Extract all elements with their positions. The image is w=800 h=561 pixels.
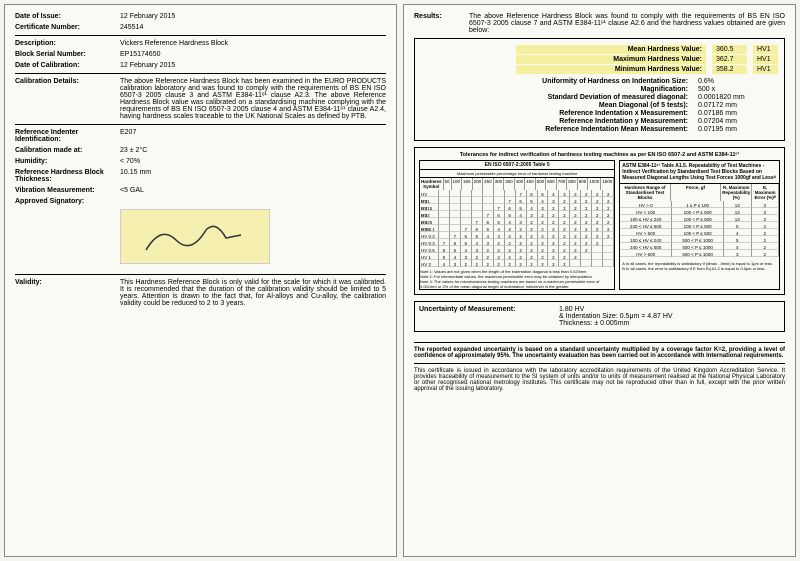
footer: The reported expanded uncertainty is bas…	[414, 342, 785, 392]
tolerance-title: Tolerances for indirect verification of …	[419, 152, 780, 158]
stddev-label: Standard Deviation of measured diagonal:	[421, 94, 698, 101]
right-page: Results:The above Reference Hardness Blo…	[403, 4, 796, 557]
refmean-value: 0.07195 mm	[698, 126, 778, 133]
calib-at-label: Calibration made at:	[15, 147, 120, 154]
vibration-label: Vibration Measurement:	[15, 187, 120, 194]
left-page: Date of Issue:12 February 2015 Certifica…	[4, 4, 397, 557]
t1-note3: Note 3: The values for microhardness tes…	[420, 279, 614, 289]
humidity-value: < 70%	[120, 158, 386, 165]
date-calib-label: Date of Calibration:	[15, 62, 120, 69]
humidity-label: Humidity:	[15, 158, 120, 165]
magnification-label: Magnification:	[421, 86, 698, 93]
description-label: Description:	[15, 40, 120, 47]
unc-values: 1.80 HV & Indentation Size: 0.5μm = 4.87…	[559, 306, 673, 327]
vibration-value: <5 GAL	[120, 187, 386, 194]
cert-number-value: 245514	[120, 24, 386, 31]
serial-label: Block Serial Number:	[15, 51, 120, 58]
tolerance-box: Tolerances for indirect verification of …	[414, 147, 785, 295]
calib-at-value: 23 ± 2°C	[120, 147, 386, 154]
max-hv-unit: HV1	[753, 55, 778, 64]
t2-footB: B In all cases, the error is satisfactor…	[622, 266, 777, 271]
max-hv-value: 362.7	[712, 55, 747, 64]
refx-value: 0.07186 mm	[698, 110, 778, 117]
uncertainty-box: Uncertainty of Measurement: 1.80 HV & In…	[414, 301, 785, 332]
min-hv-unit: HV1	[753, 65, 778, 74]
table-en-iso: EN ISO 6507-2:2005 Table 5 Maximum permi…	[419, 160, 615, 290]
refy-label: Reference Indentation y Measurement:	[421, 118, 698, 125]
meandiag-label: Mean Diagonal (of 5 tests):	[421, 102, 698, 109]
unc-v1: 1.80 HV	[559, 306, 673, 313]
date-issue-value: 12 February 2015	[120, 13, 386, 20]
calib-details-label: Calibration Details:	[15, 78, 120, 120]
min-hv-label: Minimum Hardness Value:	[516, 65, 706, 74]
description-value: Vickers Reference Hardness Block	[120, 40, 386, 47]
indenter-label: Reference Indenter Identification:	[15, 129, 120, 143]
date-issue-label: Date of Issue:	[15, 13, 120, 20]
signature-box	[120, 209, 270, 264]
unc-label: Uncertainty of Measurement:	[419, 306, 559, 327]
uniformity-value: 0.6%	[698, 78, 778, 85]
mean-hv-label: Mean Hardness Value:	[516, 45, 706, 54]
serial-value: EP15174650	[120, 51, 386, 58]
t1-grid: Hardness Symbol5010015020025030035040045…	[420, 178, 614, 267]
mean-hv-value: 360.5	[712, 45, 747, 54]
date-calib-value: 12 February 2015	[120, 62, 386, 69]
stddev-value: 0.0001820 mm	[698, 94, 778, 101]
t1-title: EN ISO 6507-2:2005 Table 5	[420, 161, 614, 170]
calib-details-value: The above Reference Hardness Block has b…	[120, 78, 386, 120]
footer-p2: This certificate is issued in accordance…	[414, 368, 785, 392]
signature-icon	[121, 210, 271, 265]
mean-hv-unit: HV1	[753, 45, 778, 54]
t1-sub: Maximum permissible percentage error of …	[420, 170, 614, 178]
refx-label: Reference Indentation x Measurement:	[421, 110, 698, 117]
magnification-value: 500 x	[698, 86, 778, 93]
validity-value: This Hardness Reference Block is only va…	[120, 279, 386, 307]
max-hv-label: Maximum Hardness Value:	[516, 55, 706, 64]
results-label: Results:	[414, 13, 469, 34]
meandiag-value: 0.07172 mm	[698, 102, 778, 109]
cert-number-label: Certificate Number:	[15, 24, 120, 31]
signatory-label: Approved Signatory:	[15, 198, 120, 205]
t2-grid: Hardness Range of Standardised Test Bloc…	[620, 184, 779, 257]
validity-label: Validity:	[15, 279, 120, 307]
refmean-label: Reference Indentation Mean Measurement:	[421, 126, 698, 133]
uniformity-label: Uniformity of Hardness on Indentation Si…	[421, 78, 698, 85]
table-astm: ASTM E384-11ᵉ¹ Table A1.5. Repeatability…	[619, 160, 780, 290]
thickness-value: 10.15 mm	[120, 169, 386, 183]
results-box: Mean Hardness Value: 360.5 HV1 Maximum Har…	[414, 38, 785, 141]
min-hv-value: 358.2	[712, 65, 747, 74]
thickness-label: Reference Hardness Block Thickness:	[15, 169, 120, 183]
t2-title: ASTM E384-11ᵉ¹ Table A1.5. Repeatability…	[620, 161, 779, 184]
results-intro: The above Reference Hardness Block was f…	[469, 13, 785, 34]
footer-p1: The reported expanded uncertainty is bas…	[414, 347, 785, 359]
unc-v2: & Indentation Size: 0.5μm = 4.87 HV	[559, 313, 673, 320]
unc-v3: Thickness: ± 0.005mm	[559, 320, 673, 327]
refy-value: 0.07204 mm	[698, 118, 778, 125]
indenter-value: E207	[120, 129, 386, 143]
